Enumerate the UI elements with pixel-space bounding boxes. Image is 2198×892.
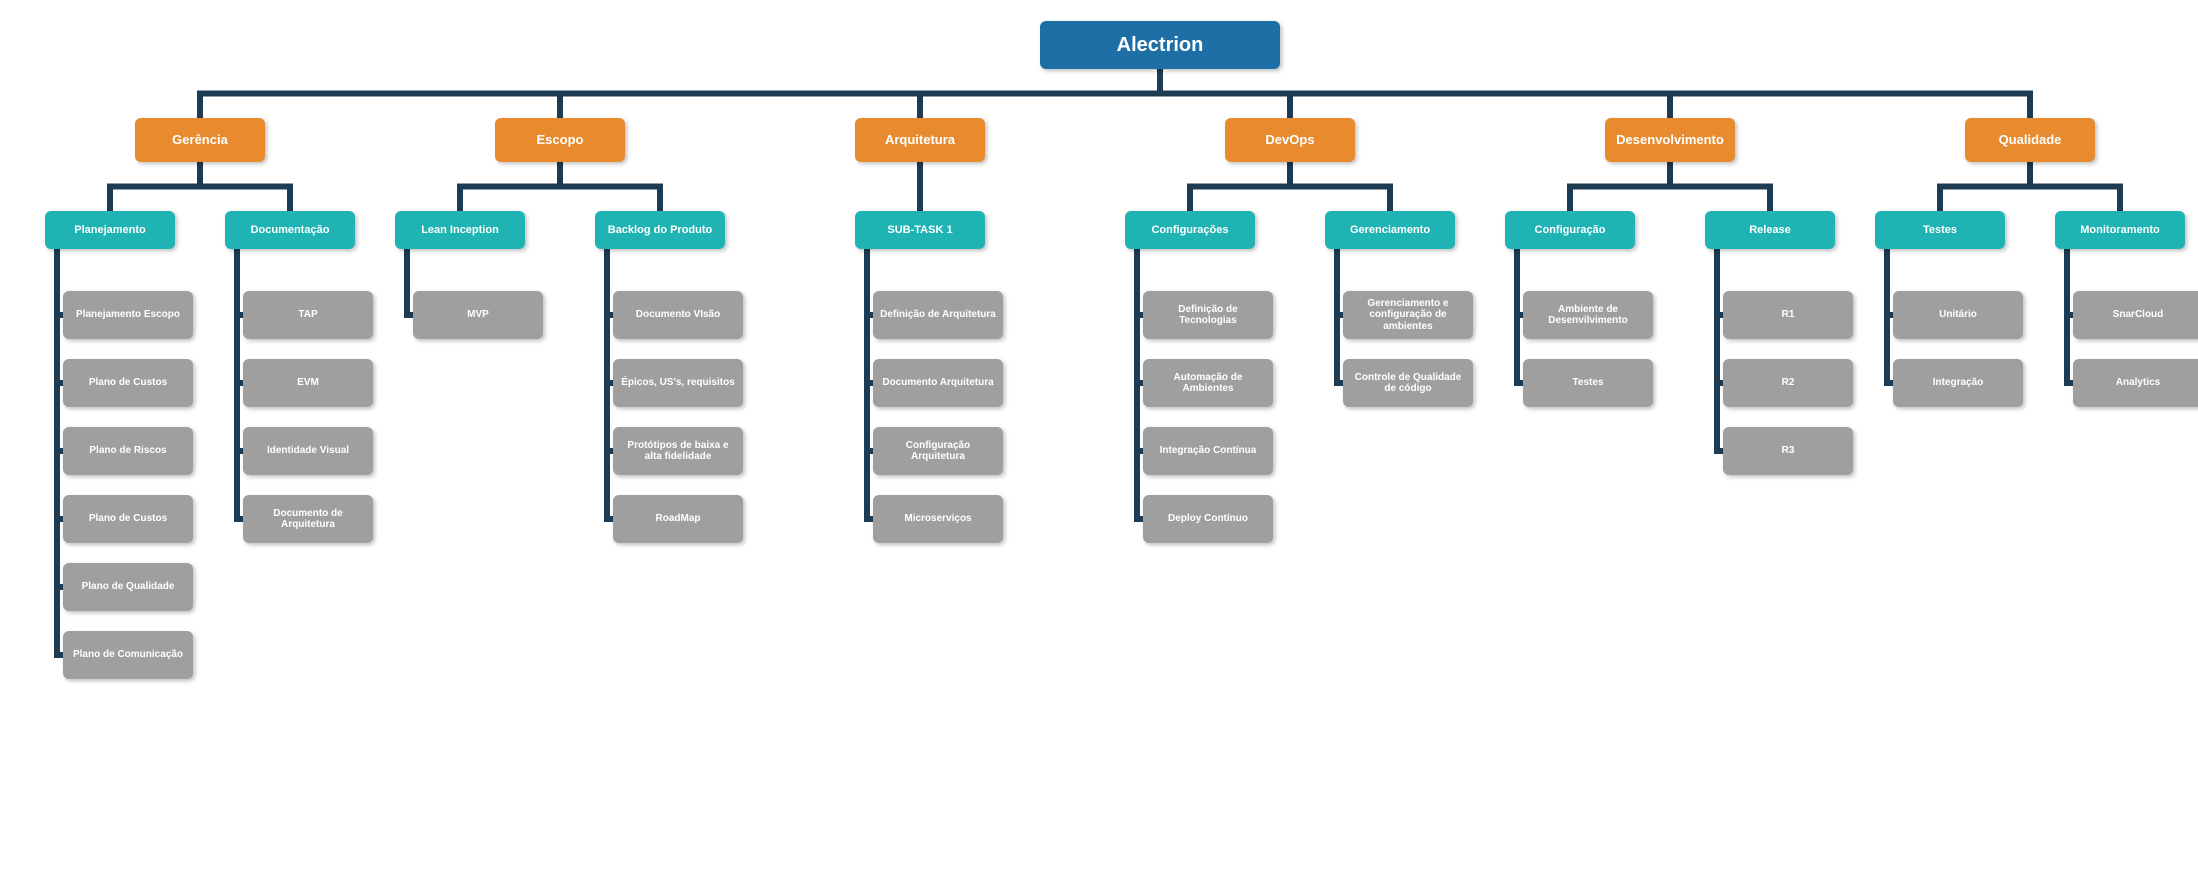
leaf-node: Gerenciamento e configuração de ambiente…: [1343, 291, 1473, 339]
leaf-node: Integração: [1893, 359, 2023, 407]
leaf-node: Unitário: [1893, 291, 2023, 339]
leaf-node: MVP: [413, 291, 543, 339]
subcategory-node: SUB-TASK 1: [855, 211, 985, 249]
leaf-node: Deploy Contínuo: [1143, 495, 1273, 543]
leaf-node: Planejamento Escopo: [63, 291, 193, 339]
leaf-node: Automação de Ambientes: [1143, 359, 1273, 407]
leaf-node: Configuração Arquitetura: [873, 427, 1003, 475]
leaf-node: Identidade Visual: [243, 427, 373, 475]
leaf-node: Épicos, US's, requisitos: [613, 359, 743, 407]
leaf-node: Protótipos de baixa e alta fidelidade: [613, 427, 743, 475]
leaf-node: Testes: [1523, 359, 1653, 407]
leaf-node: Integração Contínua: [1143, 427, 1273, 475]
leaf-node: R2: [1723, 359, 1853, 407]
category-node: DevOps: [1225, 118, 1355, 162]
leaf-node: Definição de Arquitetura: [873, 291, 1003, 339]
leaf-node: Microserviços: [873, 495, 1003, 543]
leaf-node: Analytics: [2073, 359, 2198, 407]
leaf-node: Documento VIsão: [613, 291, 743, 339]
subcategory-node: Planejamento: [45, 211, 175, 249]
subcategory-node: Configurações: [1125, 211, 1255, 249]
subcategory-node: Backlog do Produto: [595, 211, 725, 249]
leaf-node: Controle de Qualidade de código: [1343, 359, 1473, 407]
leaf-node: Plano de Comunicação: [63, 631, 193, 679]
leaf-node: Plano de Qualidade: [63, 563, 193, 611]
leaf-node: Plano de Riscos: [63, 427, 193, 475]
leaf-node: Documento de Arquitetura: [243, 495, 373, 543]
leaf-node: EVM: [243, 359, 373, 407]
category-node: Gerência: [135, 118, 265, 162]
subcategory-node: Release: [1705, 211, 1835, 249]
leaf-node: Ambiente de Desenvilvimento: [1523, 291, 1653, 339]
leaf-node: Plano de Custos: [63, 495, 193, 543]
leaf-node: Plano de Custos: [63, 359, 193, 407]
category-node: Escopo: [495, 118, 625, 162]
subcategory-node: Gerenciamento: [1325, 211, 1455, 249]
leaf-node: R3: [1723, 427, 1853, 475]
leaf-node: SnarCloud: [2073, 291, 2198, 339]
leaf-node: R1: [1723, 291, 1853, 339]
subcategory-node: Configuração: [1505, 211, 1635, 249]
subcategory-node: Lean Inception: [395, 211, 525, 249]
leaf-node: TAP: [243, 291, 373, 339]
org-chart-canvas: Alectrion Gerência Escopo Arquitetura DevOps…: [0, 0, 2198, 892]
leaf-node: RoadMap: [613, 495, 743, 543]
category-node: Desenvolvimento: [1605, 118, 1735, 162]
subcategory-node: Monitoramento: [2055, 211, 2185, 249]
category-node: Qualidade: [1965, 118, 2095, 162]
root-node: Alectrion: [1040, 21, 1280, 69]
leaf-node: Documento Arquitetura: [873, 359, 1003, 407]
leaf-node: Definição de Tecnologias: [1143, 291, 1273, 339]
category-node: Arquitetura: [855, 118, 985, 162]
subcategory-node: Testes: [1875, 211, 2005, 249]
subcategory-node: Documentação: [225, 211, 355, 249]
